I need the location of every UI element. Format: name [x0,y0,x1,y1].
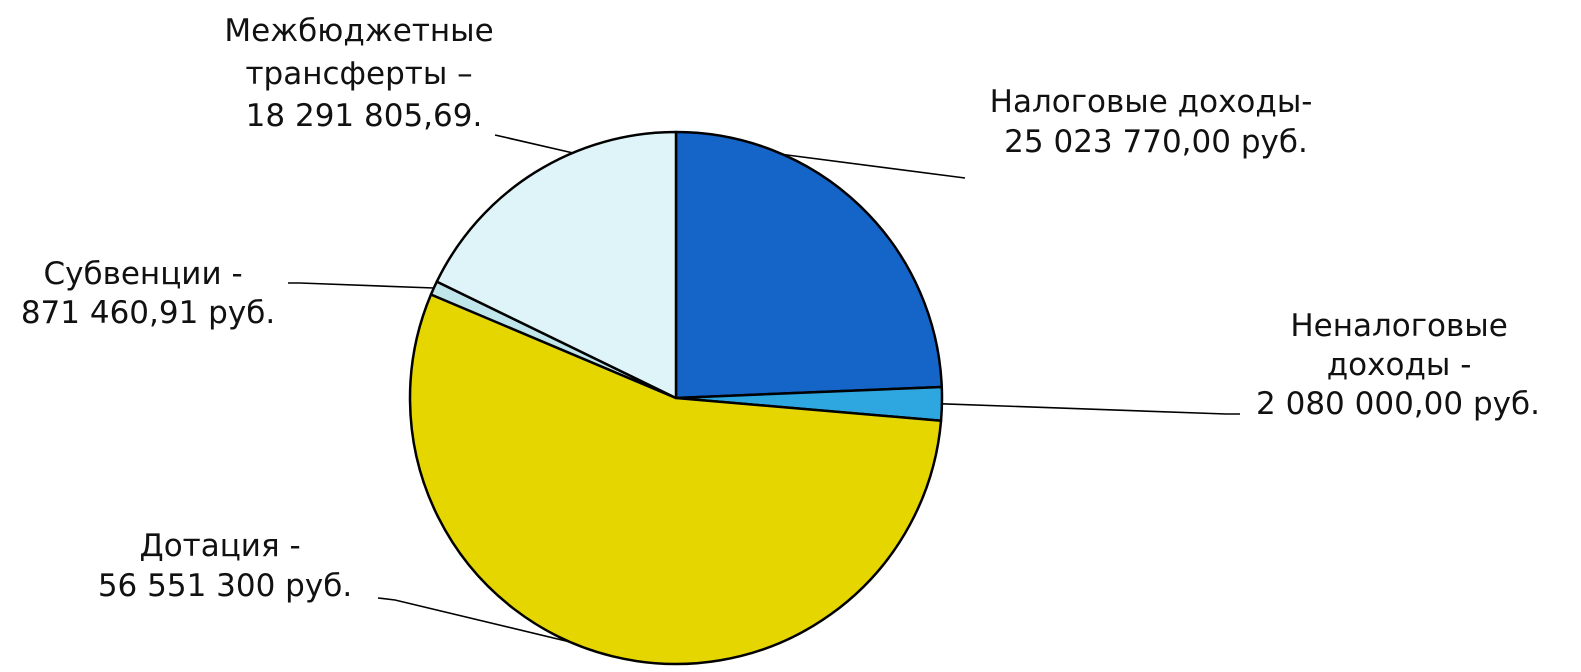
slice-tax-income [674,130,944,400]
leader-line [783,153,966,179]
label-subventions: Субвенции - 871 460,91 руб. [21,256,275,331]
label-interbudget-transfers: Межбюджетные трансферты – 18 291 805,69. [224,13,503,134]
label-tax-income: Налоговые доходы- 25 023 770,00 руб. [990,84,1323,160]
leader-line [494,134,573,154]
label-dotation: Дотация - 56 551 300 руб. [98,528,352,604]
leader-line [288,282,434,289]
leader-line [377,597,571,643]
label-nontax-income: Неналоговые доходы - 2 080 000,00 руб. [1256,308,1540,422]
slice-dotation [408,293,943,666]
slice-interbudget-transfers [435,130,678,400]
leader-line [941,403,1240,415]
pie-slices [408,130,944,666]
leader-lines [288,134,1240,643]
